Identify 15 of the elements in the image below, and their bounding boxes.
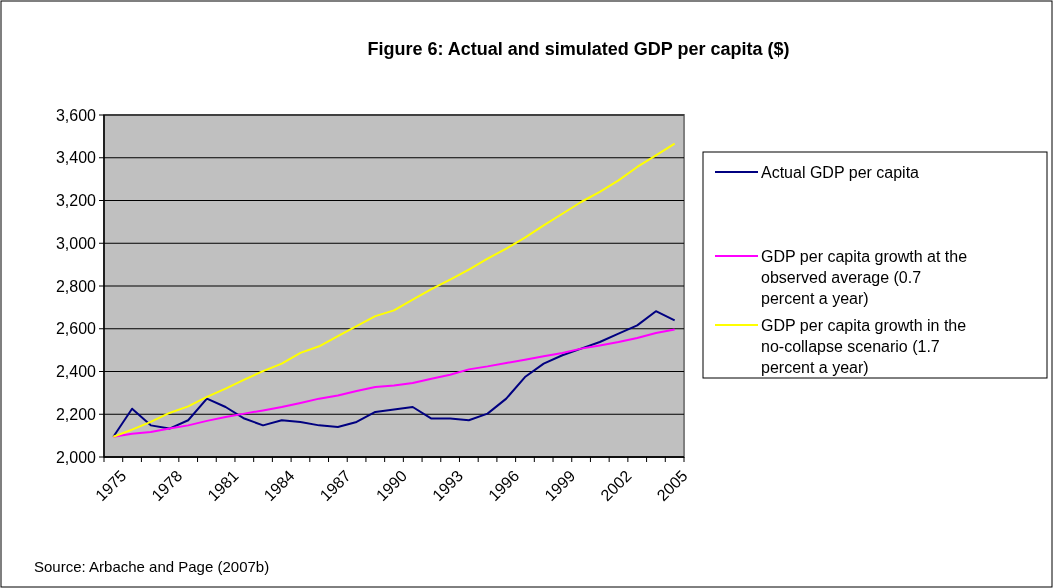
- line-series: [112, 142, 676, 438]
- y-tick-label: 2,400: [55, 363, 97, 381]
- y-tick-label: 3,000: [55, 234, 97, 252]
- source-note: Source: Arbache and Page (2007b): [34, 558, 270, 575]
- chart-title: Figure 6: Actual and simulated GDP per capita ($): [367, 39, 790, 59]
- y-tick-label: 3,600: [55, 106, 97, 124]
- legend-label: Actual GDP per capita: [761, 163, 920, 181]
- y-tick-label: 2,000: [55, 448, 97, 466]
- y-tick-label: 3,400: [55, 149, 97, 167]
- legend-label: GDP per capita growth in the no-collapse scenario (1.7 percent a year): [761, 316, 967, 376]
- y-tick-label: 2,600: [55, 320, 97, 338]
- legend-label: GDP per capita growth at the observed average (0.7 percent a year): [761, 247, 968, 307]
- y-tick-label: 2,200: [55, 405, 97, 423]
- y-tick-label: 2,800: [55, 277, 97, 295]
- y-tick-label: 3,200: [55, 192, 97, 210]
